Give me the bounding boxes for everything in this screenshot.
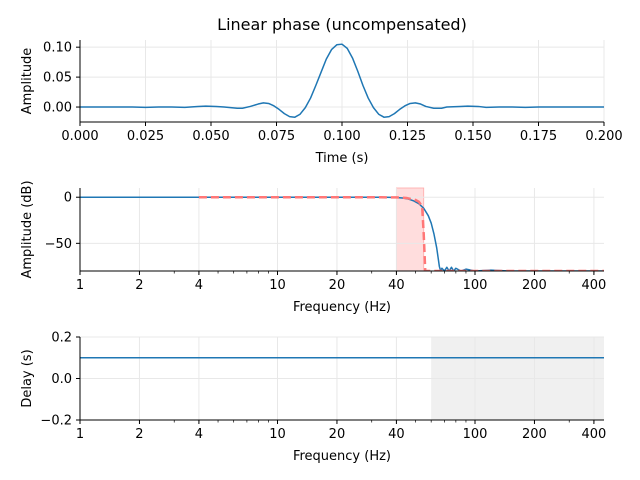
x-tick-label: 20: [329, 427, 346, 442]
x-tick-label: 0.150: [454, 129, 491, 144]
y-tick-label: 0: [64, 191, 72, 206]
series-line-2: [198, 195, 604, 271]
x-axis-label: Frequency (Hz): [293, 300, 391, 315]
x-tick-label: 100: [463, 278, 488, 293]
x-tick-label: 4: [195, 427, 203, 442]
x-tick-label: 0.100: [323, 129, 360, 144]
x-tick-label: 1: [76, 278, 84, 293]
x-tick-label: 0.025: [127, 129, 164, 144]
x-tick-label: 0.175: [520, 129, 557, 144]
x-tick-label: 400: [581, 427, 606, 442]
x-tick-label: 2: [135, 427, 143, 442]
x-tick-label: 10: [269, 278, 286, 293]
y-tick-label: 0.00: [43, 101, 72, 116]
x-tick-label: 0.000: [61, 129, 98, 144]
series-group: [80, 43, 604, 118]
x-tick-label: 0.050: [192, 129, 229, 144]
chart-panel-1: 0.000 0.025 0.050 0.075 0.100 0.125 0.150 0.175…: [20, 15, 623, 166]
x-tick-label: 1: [76, 427, 84, 442]
shaded-band: [396, 187, 425, 272]
grid: [79, 40, 605, 122]
x-tick-label: 10: [269, 427, 286, 442]
x-tick-label: 200: [522, 427, 547, 442]
x-tick-label: 40: [388, 427, 405, 442]
series-line-1: [80, 43, 604, 118]
x-tick-label: 4: [195, 278, 203, 293]
chart-panel-2: 1 2 4 10 20 40 100 200 400 0 −50 Frequency (Hz) Ampl…: [20, 180, 606, 315]
x-tick-label: 200: [522, 278, 547, 293]
x-tick-label: 400: [581, 278, 606, 293]
y-tick-label: 0.0: [51, 372, 72, 387]
x-axis-label: Frequency (Hz): [293, 449, 391, 464]
y-tick-label: −50: [45, 237, 72, 252]
y-tick-label: 0.05: [43, 71, 72, 86]
y-axis-label: Amplitude: [20, 48, 35, 115]
y-tick-label: 0.2: [51, 331, 72, 346]
y-tick-label: 0.10: [43, 41, 72, 56]
x-tick-label: 20: [329, 278, 346, 293]
x-axis-label: Time (s): [315, 151, 369, 166]
y-axis-label: Amplitude (dB): [20, 180, 35, 278]
chart-panel-3: 1 2 4 10 20 40 100 200 400 −0.2 0.0 0.2 Frequency (H…: [20, 331, 606, 465]
grid: [79, 188, 604, 274]
y-tick-label: −0.2: [40, 414, 72, 429]
x-tick-label: 0.200: [585, 129, 622, 144]
series-line-1: [80, 196, 604, 271]
x-tick-label: 0.075: [258, 129, 295, 144]
x-tick-label: 100: [463, 427, 488, 442]
chart-title: Linear phase (uncompensated): [217, 15, 467, 34]
y-axis-label: Delay (s): [20, 349, 35, 407]
x-tick-label: 40: [388, 278, 405, 293]
x-tick-label: 2: [135, 278, 143, 293]
series-group: [80, 195, 604, 271]
x-tick-label: 0.125: [389, 129, 426, 144]
